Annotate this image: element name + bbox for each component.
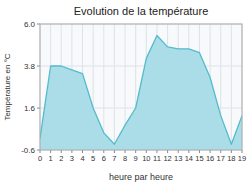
- chart-container: -0.61.63.86.0012345678910111213141516171…: [0, 0, 250, 188]
- y-tick-label: 6.0: [24, 20, 36, 29]
- x-tick-label: 4: [80, 154, 84, 163]
- y-grid-line: [40, 66, 242, 67]
- x-tick-label: 12: [163, 154, 171, 163]
- x-tick-label: 11: [153, 154, 161, 163]
- x-tick-label: 6: [102, 154, 106, 163]
- x-tick-label: 16: [206, 154, 214, 163]
- chart-svg: -0.61.63.86.0012345678910111213141516171…: [0, 0, 250, 188]
- area-fill: [40, 35, 242, 150]
- x-tick-label: 5: [91, 154, 95, 163]
- grid: [40, 24, 242, 150]
- x-tick-label: 14: [185, 154, 193, 163]
- y-axis-label: Température en °C: [3, 53, 12, 120]
- y-tick-label: 3.8: [24, 62, 36, 71]
- x-grid-line: [114, 24, 115, 150]
- x-tick-label: 13: [174, 154, 182, 163]
- x-tick-label: 19: [238, 154, 246, 163]
- x-tick-label: 18: [227, 154, 235, 163]
- x-tick-label: 17: [217, 154, 225, 163]
- line: [40, 35, 242, 144]
- x-axis-label: heure par heure: [109, 172, 173, 182]
- x-tick-label: 1: [49, 154, 53, 163]
- title: Evolution de la température: [74, 5, 209, 17]
- x-tick-label: 9: [134, 154, 138, 163]
- x-tick-label: 8: [123, 154, 127, 163]
- x-tick-label: 15: [195, 154, 203, 163]
- y-tick-label: 1.6: [24, 104, 36, 113]
- plot-background: [40, 24, 242, 150]
- plot-data: [40, 35, 242, 150]
- x-tick-label: 3: [70, 154, 74, 163]
- plot-frame: [40, 24, 242, 150]
- y-tick-label: -0.6: [21, 146, 35, 155]
- x-grid-line: [231, 24, 232, 150]
- axes: -0.61.63.86.0012345678910111213141516171…: [21, 20, 246, 163]
- x-tick-label: 2: [59, 154, 63, 163]
- x-tick-label: 10: [142, 154, 150, 163]
- x-tick-label: 7: [112, 154, 116, 163]
- x-tick-label: 0: [38, 154, 42, 163]
